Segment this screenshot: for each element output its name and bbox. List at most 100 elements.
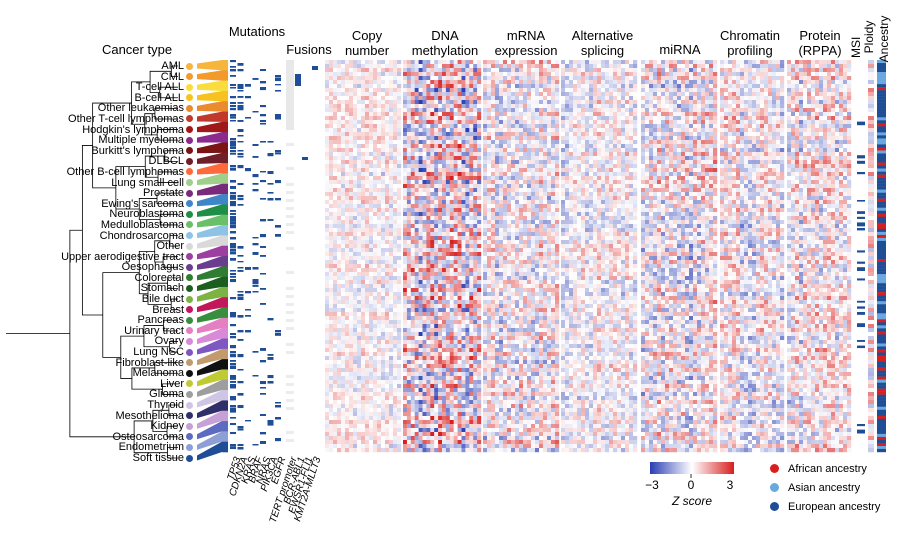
heatmap-cell [461, 356, 466, 361]
heatmap-cell [373, 272, 378, 277]
heatmap-cell [341, 344, 346, 349]
heatmap-cell [535, 116, 540, 121]
cancer-type-fan-segment [197, 235, 222, 249]
heatmap-cell [527, 204, 532, 209]
heatmap-cell [365, 284, 370, 289]
heatmap-cell [406, 180, 411, 185]
heatmap-cell [353, 184, 358, 189]
heatmap-cell [381, 408, 386, 413]
mutation-mark [230, 102, 236, 104]
heatmap-cell [473, 440, 478, 445]
heatmap-cell [361, 128, 366, 133]
heatmap-cell [393, 140, 398, 145]
heatmap-cell [410, 80, 415, 85]
mutation-mark [245, 291, 251, 294]
heatmap-cell [403, 140, 408, 145]
heatmap-cell [397, 92, 402, 97]
heatmap-cell [414, 188, 419, 193]
mutation-mark [237, 315, 244, 318]
heatmap-cell [491, 152, 496, 157]
mutation-mark [237, 405, 244, 409]
heatmap-cell [453, 388, 458, 393]
heatmap-cell [333, 80, 338, 85]
heatmap-cell [385, 436, 390, 441]
heatmap-cell [345, 288, 350, 293]
heatmap-cell [369, 376, 374, 381]
heatmap-cell [337, 128, 342, 133]
heatmap-cell [430, 152, 435, 157]
heatmap-cell [434, 336, 439, 341]
heatmap-cell [511, 156, 516, 161]
heatmap-cell [381, 352, 386, 357]
heatmap-cell [551, 148, 556, 153]
heatmap-cell [527, 136, 532, 141]
heatmap-cell [453, 192, 458, 197]
heatmap-cell [438, 444, 443, 449]
heatmap-cell [469, 228, 474, 233]
heatmap-cell [457, 380, 462, 385]
heatmap-cell [438, 236, 443, 241]
cancer-type-group-bar [222, 266, 228, 277]
heatmap-cell [449, 260, 454, 265]
heatmap-cell [461, 284, 466, 289]
heatmap-cell [491, 128, 496, 133]
heatmap-cell [403, 176, 408, 181]
heatmap-cell [365, 100, 370, 105]
heatmap-cell [403, 184, 408, 189]
heatmap-cell [535, 176, 540, 181]
heatmap-cell [361, 264, 366, 269]
heatmap-cell [422, 124, 427, 129]
heatmap-cell [329, 252, 334, 257]
heatmap-cell [465, 412, 470, 417]
heatmap-cell [519, 80, 524, 85]
heatmap-cell [373, 404, 378, 409]
heatmap-cell [345, 344, 350, 349]
heatmap-cell [465, 128, 470, 133]
heatmap-cell [389, 156, 394, 161]
mutation-mark [260, 69, 266, 72]
heatmap-cell [393, 132, 398, 137]
heatmap-cell [418, 396, 423, 401]
heatmap-cell [403, 192, 408, 197]
heatmap-cell [535, 172, 540, 177]
heatmap-cell [418, 112, 423, 117]
heatmap-cell [426, 188, 431, 193]
heatmap-cell [465, 436, 470, 441]
cancer-type-group-bar [222, 214, 228, 226]
heatmap-cell [329, 408, 334, 413]
heatmap-cell [381, 404, 386, 409]
heatmap-cell [511, 100, 516, 105]
heatmap-cell [345, 220, 350, 225]
heatmap-cell [403, 312, 408, 317]
heatmap-cell [523, 192, 528, 197]
heatmap-cell [426, 224, 431, 229]
mutation-mark [260, 198, 266, 200]
heatmap-cell [418, 268, 423, 273]
heatmap-cell [349, 200, 354, 205]
heatmap-cell [414, 228, 419, 233]
heatmap-cell [434, 92, 439, 97]
heatmap-cell [503, 208, 508, 213]
heatmap-cell [461, 84, 466, 89]
heatmap-cell [473, 396, 478, 401]
heatmap-cell [325, 324, 330, 329]
heatmap-cell [507, 100, 512, 105]
heatmap-cell [449, 276, 454, 281]
heatmap-cell [329, 96, 334, 101]
heatmap-cell [361, 152, 366, 157]
heatmap-cell [461, 144, 466, 149]
heatmap-cell [430, 400, 435, 405]
heatmap-cell [365, 172, 370, 177]
heatmap-cell [345, 432, 350, 437]
heatmap-cell [365, 436, 370, 441]
heatmap-cell [531, 152, 536, 157]
heatmap-cell [469, 348, 474, 353]
heatmap-cell [531, 120, 536, 125]
heatmap-cell [357, 236, 362, 241]
heatmap-cell [551, 160, 556, 165]
mutation-mark [260, 432, 266, 435]
heatmap-cell [539, 68, 544, 73]
heatmap-cell [414, 416, 419, 421]
heatmap-cell [442, 308, 447, 313]
heatmap-cell [535, 208, 540, 213]
